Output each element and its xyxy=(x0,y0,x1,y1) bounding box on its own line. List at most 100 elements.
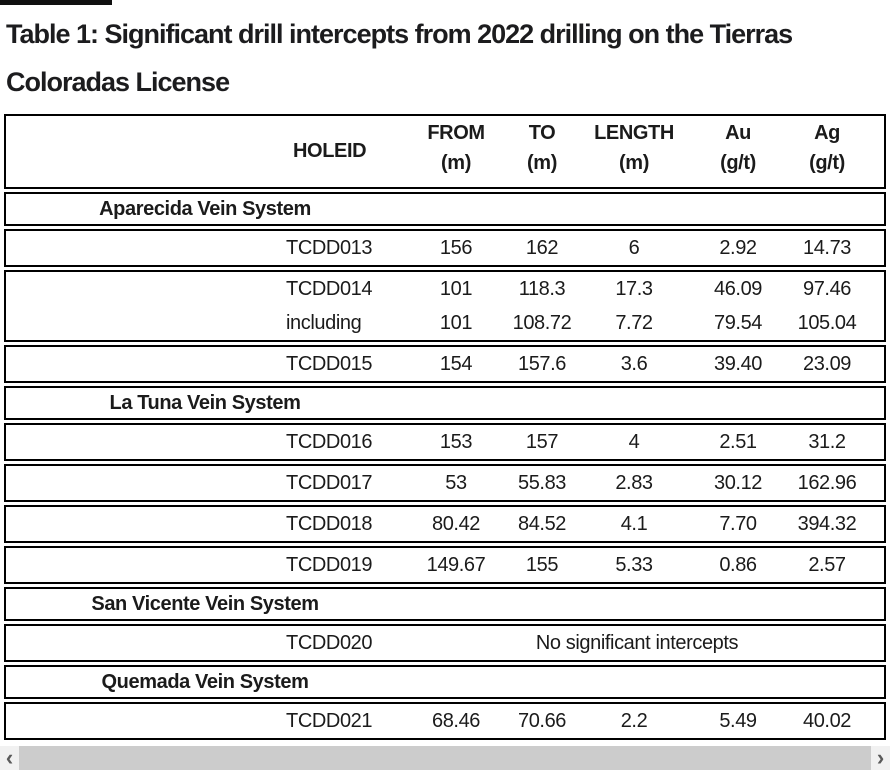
holeid-cell: including xyxy=(286,311,362,334)
from-cell: 101 xyxy=(439,277,473,300)
au-cell: 30.12 xyxy=(713,471,763,494)
scroll-right-button[interactable]: › xyxy=(871,746,890,770)
holeid-cell: TCDD020 xyxy=(286,631,373,654)
col-header-ag-unit: (g/t) xyxy=(809,152,845,174)
table-row-group-tcdd014: TCDD014 101 118.3 17.3 46.09 97.46 inclu… xyxy=(4,270,886,342)
col-header-to-label: TO xyxy=(528,122,556,144)
scrollbar-thumb[interactable] xyxy=(19,746,871,770)
horizontal-scrollbar[interactable]: ‹ › xyxy=(0,746,890,770)
au-cell: 5.49 xyxy=(719,709,757,732)
from-cell: 153 xyxy=(439,430,473,453)
table-row-including: including 101 108.72 7.72 79.54 105.04 xyxy=(6,306,884,340)
from-cell: 154 xyxy=(439,352,473,375)
to-cell: 55.83 xyxy=(517,471,567,494)
ag-cell: 105.04 xyxy=(797,311,857,334)
col-header-from: FROM (m) xyxy=(404,116,508,178)
from-cell: 156 xyxy=(439,236,473,259)
holeid-cell: TCDD015 xyxy=(286,352,373,375)
section-row-la-tuna: La Tuna Vein System xyxy=(4,386,886,420)
col-header-from-unit: (m) xyxy=(441,152,471,174)
ag-cell: 14.73 xyxy=(802,236,852,259)
section-row-quemada: Quemada Vein System xyxy=(4,665,886,699)
to-cell: 157.6 xyxy=(517,352,567,375)
scroll-left-button[interactable]: ‹ xyxy=(0,746,19,770)
col-header-holeid: HOLEID xyxy=(293,140,367,162)
drill-intercepts-table: HOLEID FROM (m) TO (m) LENGTH (m) Au (g/t) A… xyxy=(4,114,886,740)
table-caption-line1: Table 1: Significant drill intercepts fr… xyxy=(6,19,793,49)
to-cell: 84.52 xyxy=(517,512,567,535)
length-cell: 2.2 xyxy=(620,709,648,732)
holeid-cell: TCDD016 xyxy=(286,430,373,453)
ag-cell: 162.96 xyxy=(797,471,857,494)
ag-cell: 40.02 xyxy=(802,709,852,732)
au-cell: 2.92 xyxy=(719,236,757,259)
ag-cell: 394.32 xyxy=(797,512,857,535)
from-cell: 149.67 xyxy=(426,553,486,576)
col-header-to-unit: (m) xyxy=(527,152,557,174)
au-cell: 0.86 xyxy=(719,553,757,576)
length-cell: 2.83 xyxy=(615,471,653,494)
length-cell: 17.3 xyxy=(615,277,653,300)
to-cell: 155 xyxy=(525,553,559,576)
col-header-to: TO (m) xyxy=(508,116,576,178)
from-cell: 101 xyxy=(439,311,473,334)
cropped-top-bar xyxy=(0,0,112,5)
au-cell: 39.40 xyxy=(713,352,763,375)
table-row-tcdd020: TCDD020 No significant intercepts xyxy=(4,624,886,662)
holeid-cell: TCDD013 xyxy=(286,236,373,259)
col-header-ag-label: Ag xyxy=(814,122,840,144)
ag-cell: 31.2 xyxy=(808,430,846,453)
to-cell: 162 xyxy=(525,236,559,259)
table-row-tcdd018: TCDD018 80.42 84.52 4.1 7.70 394.32 xyxy=(4,505,886,543)
col-header-from-label: FROM xyxy=(427,122,485,144)
length-cell: 3.6 xyxy=(620,352,648,375)
holeid-cell: TCDD017 xyxy=(286,471,373,494)
ag-cell: 23.09 xyxy=(802,352,852,375)
table-row-tcdd019: TCDD019 149.67 155 5.33 0.86 2.57 xyxy=(4,546,886,584)
col-header-au-label: Au xyxy=(725,122,751,144)
section-row-aparecida: Aparecida Vein System xyxy=(4,192,886,226)
table-row-tcdd016: TCDD016 153 157 4 2.51 31.2 xyxy=(4,423,886,461)
to-cell: 108.72 xyxy=(512,311,572,334)
col-header-length-unit: (m) xyxy=(619,152,649,174)
table-row-tcdd021: TCDD021 68.46 70.66 2.2 5.49 40.02 xyxy=(4,702,886,740)
col-header-ag: Ag (g/t) xyxy=(784,116,870,178)
col-header-length: LENGTH (m) xyxy=(576,116,692,178)
section-label: La Tuna Vein System xyxy=(109,391,301,414)
length-cell: 4 xyxy=(628,430,640,453)
holeid-cell: TCDD014 xyxy=(286,277,373,300)
holeid-cell: TCDD018 xyxy=(286,512,373,535)
table-row-tcdd015: TCDD015 154 157.6 3.6 39.40 23.09 xyxy=(4,345,886,383)
section-label: Quemada Vein System xyxy=(101,670,309,693)
length-cell: 5.33 xyxy=(615,553,653,576)
no-intercepts-note: No significant intercepts xyxy=(535,631,739,654)
length-cell: 4.1 xyxy=(620,512,648,535)
holeid-cell: TCDD021 xyxy=(286,709,373,732)
table-caption: Table 1: Significant drill intercepts fr… xyxy=(0,0,890,106)
table-caption-line2: Coloradas License xyxy=(6,67,230,97)
table-row-tcdd017: TCDD017 53 55.83 2.83 30.12 162.96 xyxy=(4,464,886,502)
au-cell: 46.09 xyxy=(713,277,763,300)
au-cell: 79.54 xyxy=(713,311,763,334)
from-cell: 68.46 xyxy=(431,709,481,732)
col-header-au: Au (g/t) xyxy=(692,116,784,178)
ag-cell: 2.57 xyxy=(808,553,846,576)
table-header-row: HOLEID FROM (m) TO (m) LENGTH (m) Au (g/t) A… xyxy=(4,114,886,189)
col-header-length-label: LENGTH xyxy=(594,122,674,144)
to-cell: 118.3 xyxy=(518,277,566,300)
table-row-tcdd014: TCDD014 101 118.3 17.3 46.09 97.46 xyxy=(6,272,884,306)
from-cell: 53 xyxy=(445,471,467,494)
to-cell: 70.66 xyxy=(517,709,567,732)
ag-cell: 97.46 xyxy=(802,277,852,300)
length-cell: 6 xyxy=(628,236,640,259)
au-cell: 2.51 xyxy=(719,430,757,453)
holeid-cell: TCDD019 xyxy=(286,553,373,576)
section-label: San Vicente Vein System xyxy=(91,592,319,615)
length-cell: 7.72 xyxy=(615,311,653,334)
col-header-au-unit: (g/t) xyxy=(720,152,756,174)
to-cell: 157 xyxy=(525,430,559,453)
table-row-tcdd013: TCDD013 156 162 6 2.92 14.73 xyxy=(4,229,886,267)
section-row-san-vicente: San Vicente Vein System xyxy=(4,587,886,621)
from-cell: 80.42 xyxy=(431,512,481,535)
au-cell: 7.70 xyxy=(719,512,757,535)
